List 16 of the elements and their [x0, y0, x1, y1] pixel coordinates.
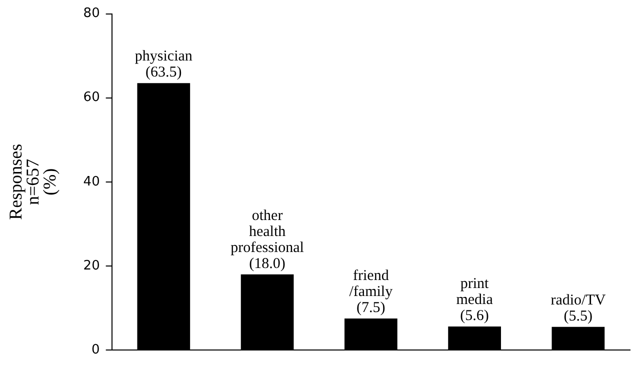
x-tick-label: friend /family [349, 268, 394, 300]
y-tick-label: 60 [83, 90, 100, 106]
x-tick-label: print media [456, 276, 494, 308]
data-label: (63.5) [146, 64, 182, 81]
y-tick-label: 80 [83, 6, 100, 22]
data-label: (7.5) [356, 300, 386, 316]
y-axis-title: Responses n=657 (%) [5, 144, 60, 220]
y-tick-label: 40 [83, 174, 100, 190]
data-label: (5.5) [564, 308, 593, 324]
y-tick-label: 0 [92, 342, 100, 358]
x-tick-label: other health professional [230, 208, 304, 256]
data-label: (5.6) [460, 308, 489, 324]
x-tick-label: physician [134, 48, 193, 65]
y-tick-label: 20 [83, 258, 100, 274]
data-label: (18.0) [249, 256, 286, 272]
x-tick-label: radio/TV [550, 292, 606, 308]
